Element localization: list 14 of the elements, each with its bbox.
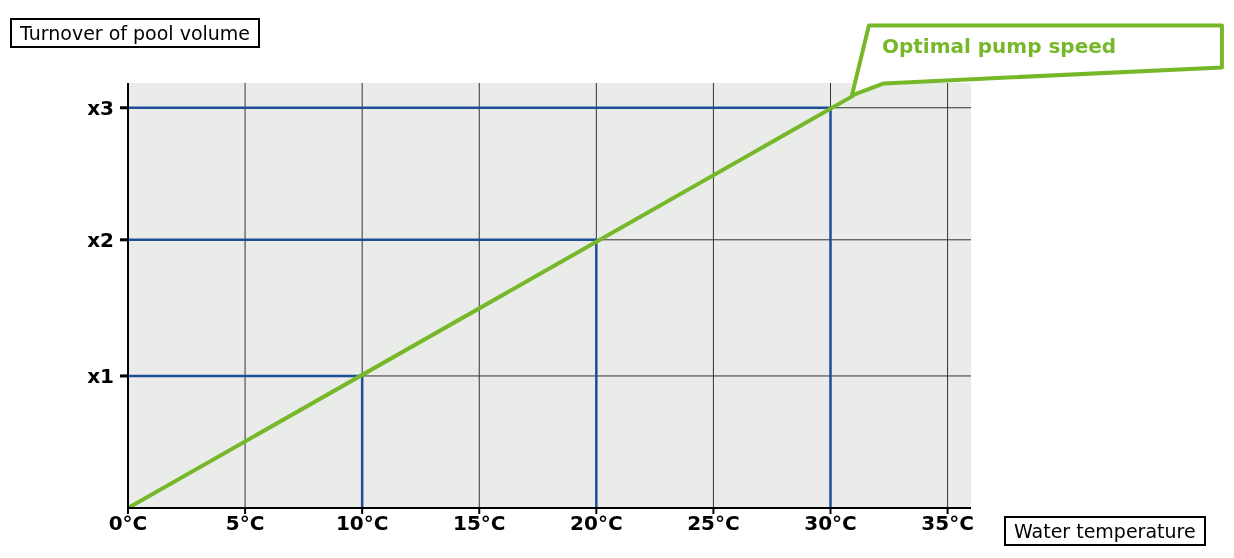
- x-tick-label: 30°C: [804, 511, 857, 536]
- y-axis-title: Turnover of pool volume: [10, 18, 261, 48]
- x-tick-label: 35°C: [921, 511, 974, 536]
- x-tick-label: 5°C: [225, 511, 265, 536]
- text: x1: [87, 363, 114, 388]
- text: x2: [87, 227, 114, 252]
- annotation: Optimal pump speed: [881, 34, 1117, 59]
- x-tick-label: 25°C: [687, 511, 740, 536]
- x-tick-label: 15°C: [452, 511, 506, 536]
- x-tick-label: 0°C: [108, 511, 148, 536]
- x-axis-title: Water temperature: [1004, 516, 1206, 546]
- text: x3: [87, 95, 114, 120]
- x-tick-label: 10°C: [335, 511, 389, 536]
- x-tick-label: 20°C: [570, 511, 623, 536]
